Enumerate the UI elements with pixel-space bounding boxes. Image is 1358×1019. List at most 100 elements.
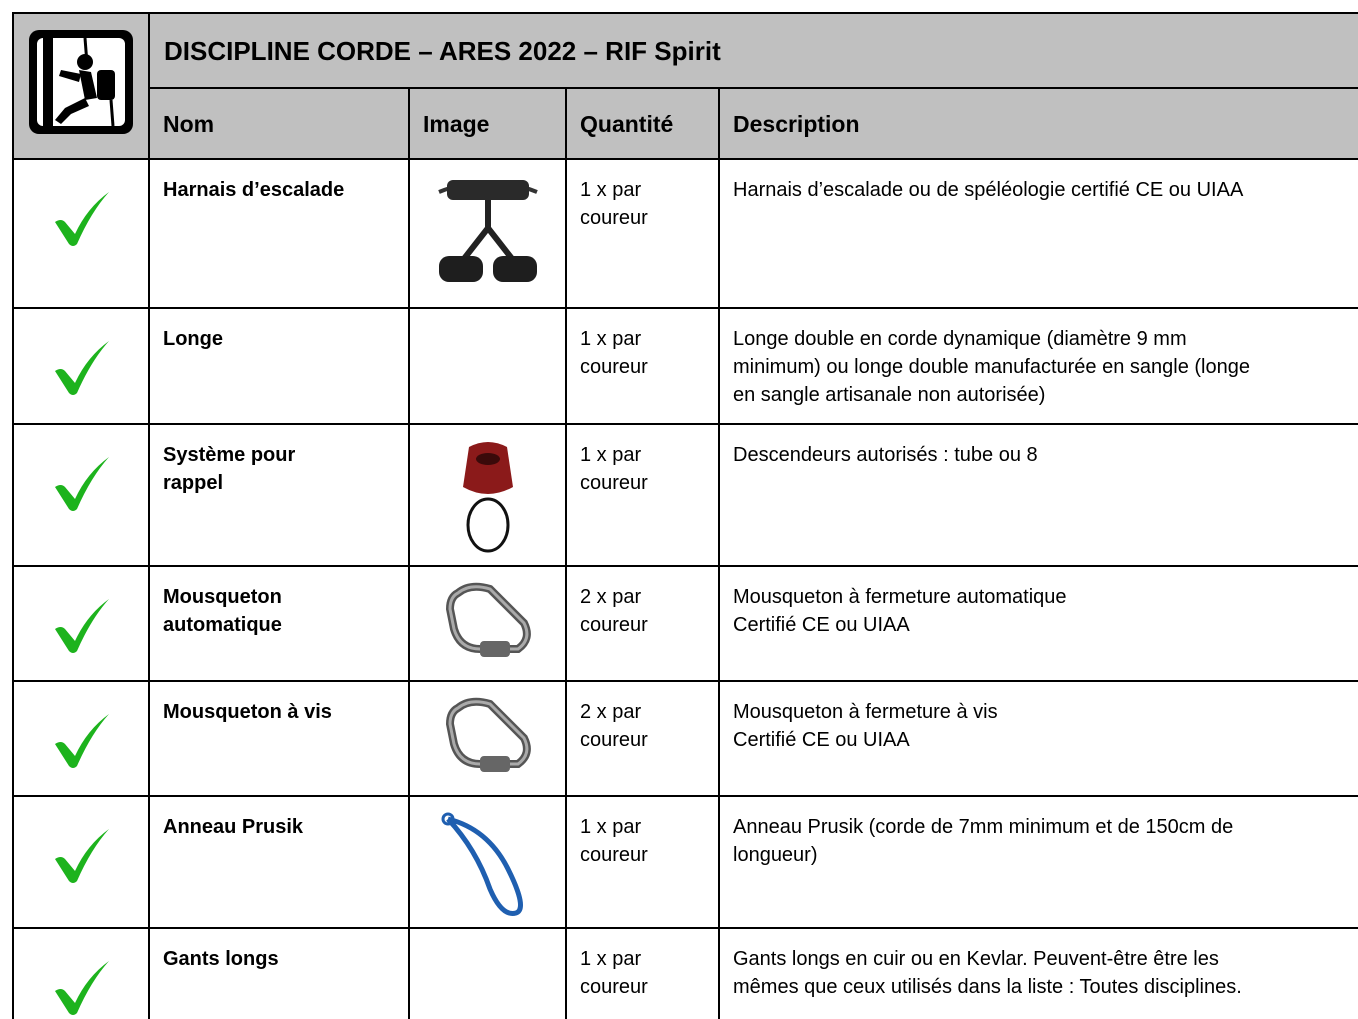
item-quantity-cell: 1 x par coureur bbox=[565, 795, 720, 929]
item-name: Mousqueton à vis bbox=[163, 701, 332, 723]
item-name: Gants longs bbox=[163, 948, 279, 970]
item-name-cell: Anneau Prusik bbox=[148, 795, 410, 929]
item-description-cell: Mousqueton à fermeture à vis Certifié CE … bbox=[717, 680, 1358, 797]
item-quantity: coureur bbox=[580, 207, 648, 229]
image-cell bbox=[408, 565, 567, 682]
item-name: rappel bbox=[163, 472, 224, 494]
item-name: automatique bbox=[163, 614, 282, 636]
table-row: Mousqueton à vis 2 x par coureur Mousqueton… bbox=[12, 680, 1358, 797]
item-description: Mousqueton à fermeture automatique bbox=[733, 586, 1067, 608]
check-cell bbox=[12, 680, 150, 797]
item-description: Harnais d’escalade ou de spéléologie cer… bbox=[733, 179, 1244, 201]
item-image bbox=[441, 812, 523, 916]
item-description-cell: Harnais d’escalade ou de spéléologie cer… bbox=[717, 158, 1358, 309]
table-row: Mousqueton automatique 2 x par coureur Mousq… bbox=[12, 565, 1358, 682]
item-description-cell: Longe double en corde dynamique (diamètr… bbox=[717, 307, 1358, 425]
item-name: Longe bbox=[163, 328, 223, 350]
item-image bbox=[445, 697, 531, 772]
table-title: DISCIPLINE CORDE – ARES 2022 – RIF Spiri… bbox=[147, 12, 1358, 89]
item-quantity: 2 x par bbox=[580, 586, 642, 608]
table-row: Anneau Prusik 1 x par coureur Anneau Prusik… bbox=[12, 795, 1358, 929]
item-description: Anneau Prusik (corde de 7mm minimum et d… bbox=[733, 816, 1234, 838]
item-quantity: coureur bbox=[580, 472, 648, 494]
item-description-cell: Mousqueton à fermeture automatique Certif… bbox=[717, 565, 1358, 682]
item-quantity: 1 x par bbox=[580, 444, 642, 466]
item-quantity: coureur bbox=[580, 976, 648, 998]
item-name-cell: Système pour rappel bbox=[148, 423, 410, 567]
item-name-cell: Mousqueton à vis bbox=[148, 680, 410, 797]
table-container: DISCIPLINE CORDE – ARES 2022 – RIF Spiri… bbox=[12, 12, 1358, 1019]
item-quantity: 2 x par bbox=[580, 701, 642, 723]
item-description-cell: Descendeurs autorisés : tube ou 8 bbox=[717, 423, 1358, 567]
item-description: Descendeurs autorisés : tube ou 8 bbox=[733, 444, 1038, 466]
item-description: Mousqueton à fermeture à vis bbox=[733, 701, 998, 723]
equipment-table: DISCIPLINE CORDE – ARES 2022 – RIF Spiri… bbox=[12, 12, 1358, 1019]
item-quantity: coureur bbox=[580, 729, 648, 751]
item-description: minimum) ou longe double manufacturée en… bbox=[733, 356, 1250, 378]
item-quantity-cell: 1 x par coureur bbox=[565, 307, 720, 425]
item-description: longueur) bbox=[733, 844, 818, 866]
item-name: Harnais d’escalade bbox=[163, 179, 345, 201]
image-cell bbox=[408, 927, 567, 1019]
item-image bbox=[462, 442, 513, 553]
image-cell bbox=[408, 307, 567, 425]
item-quantity: coureur bbox=[580, 844, 648, 866]
table-row: Gants longs 1 x par coureur Gants longs en … bbox=[12, 927, 1358, 1019]
check-mark bbox=[55, 192, 109, 246]
item-name-cell: Harnais d’escalade bbox=[148, 158, 410, 309]
item-quantity-cell: 2 x par coureur bbox=[565, 680, 720, 797]
item-description-cell: Anneau Prusik (corde de 7mm minimum et d… bbox=[717, 795, 1358, 929]
item-name-cell: Gants longs bbox=[148, 927, 410, 1019]
item-quantity: 1 x par bbox=[580, 816, 642, 838]
check-cell bbox=[12, 307, 150, 425]
check-cell bbox=[12, 927, 150, 1019]
item-quantity-cell: 1 x par coureur bbox=[565, 158, 720, 309]
check-mark bbox=[55, 829, 109, 883]
check-mark bbox=[55, 457, 109, 511]
item-quantity: 1 x par bbox=[580, 179, 642, 201]
item-name: Système pour bbox=[163, 444, 296, 466]
item-quantity-cell: 1 x par coureur bbox=[565, 423, 720, 567]
item-name: Mousqueton bbox=[163, 586, 282, 608]
item-image bbox=[437, 180, 538, 282]
logo-cell bbox=[12, 12, 150, 160]
check-cell bbox=[12, 795, 150, 929]
table-row: Longe 1 x par coureur Longe double en corde… bbox=[12, 307, 1358, 425]
check-mark bbox=[55, 599, 109, 653]
check-cell bbox=[12, 423, 150, 567]
table-row: Système pour rappel 1 x par coureur Descende… bbox=[12, 423, 1358, 567]
column-header: Nom bbox=[148, 87, 410, 160]
item-description: Longe double en corde dynamique (diamètr… bbox=[733, 328, 1187, 350]
item-description: en sangle artisanale non autorisée) bbox=[733, 384, 1046, 406]
item-name-cell: Longe bbox=[148, 307, 410, 425]
column-header: Description bbox=[717, 87, 1358, 160]
item-quantity-cell: 1 x par coureur bbox=[565, 927, 720, 1019]
item-description-cell: Gants longs en cuir ou en Kevlar. Peuven… bbox=[717, 927, 1358, 1019]
image-cell bbox=[408, 423, 567, 567]
item-description: mêmes que ceux utilisés dans la liste : … bbox=[733, 976, 1242, 998]
column-header: Quantité bbox=[565, 87, 720, 160]
check-cell bbox=[12, 158, 150, 309]
check-cell bbox=[12, 565, 150, 682]
image-cell bbox=[408, 158, 567, 309]
item-description: Certifié CE ou UIAA bbox=[733, 729, 910, 751]
item-quantity: 1 x par bbox=[580, 328, 642, 350]
item-quantity: 1 x par bbox=[580, 948, 642, 970]
climber-icon bbox=[29, 30, 133, 134]
check-mark bbox=[55, 714, 109, 768]
table-row: Harnais d’escalade 1 x par coureur Harnais … bbox=[12, 158, 1358, 309]
item-quantity-cell: 2 x par coureur bbox=[565, 565, 720, 682]
check-mark bbox=[55, 961, 109, 1015]
item-image bbox=[445, 582, 531, 657]
check-mark bbox=[55, 341, 109, 395]
item-quantity: coureur bbox=[580, 614, 648, 636]
column-header: Image bbox=[408, 87, 567, 160]
item-description: Gants longs en cuir ou en Kevlar. Peuven… bbox=[733, 948, 1219, 970]
image-cell bbox=[408, 680, 567, 797]
item-description: Certifié CE ou UIAA bbox=[733, 614, 910, 636]
item-name-cell: Mousqueton automatique bbox=[148, 565, 410, 682]
item-name: Anneau Prusik bbox=[163, 816, 304, 838]
image-cell bbox=[408, 795, 567, 929]
item-quantity: coureur bbox=[580, 356, 648, 378]
